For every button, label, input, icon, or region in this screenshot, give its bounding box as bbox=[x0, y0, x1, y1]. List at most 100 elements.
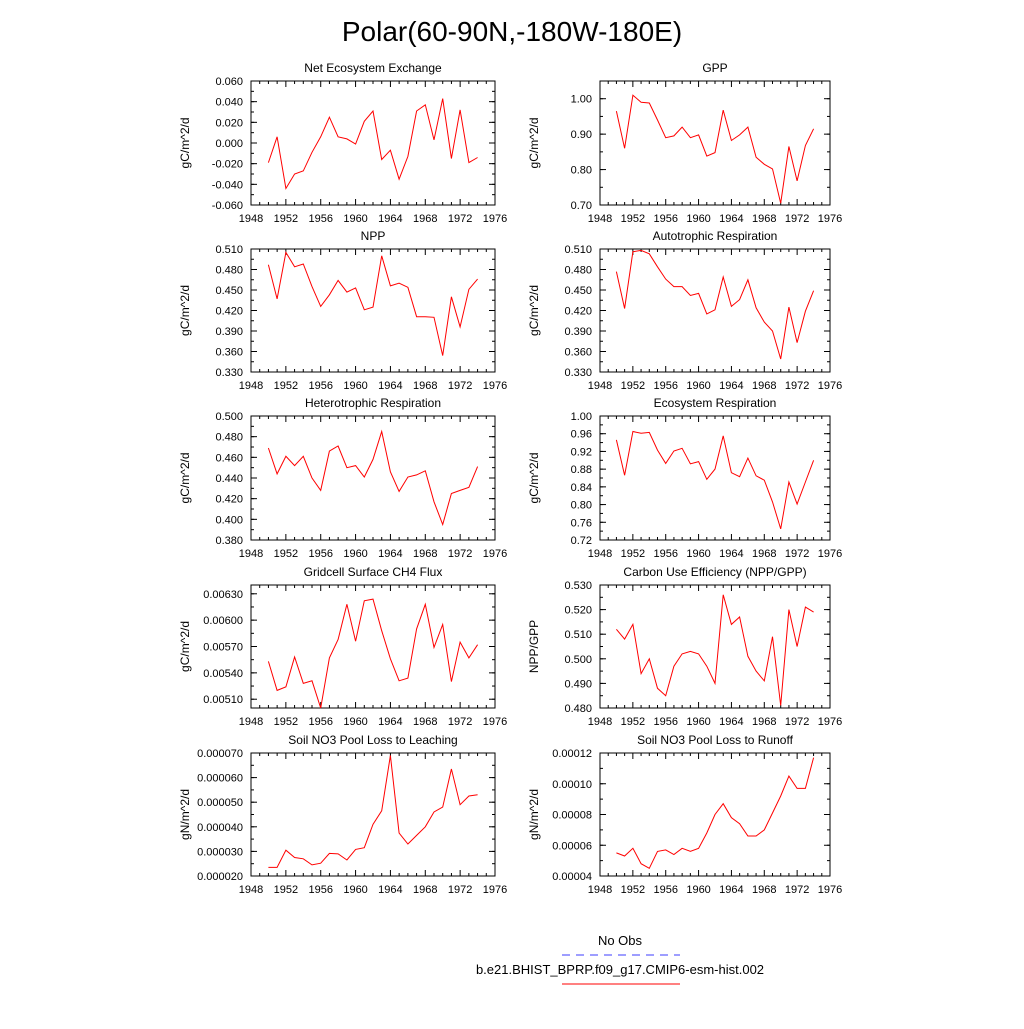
series-line bbox=[616, 594, 814, 706]
data-point bbox=[616, 629, 617, 630]
data-point bbox=[780, 528, 781, 529]
data-point bbox=[425, 826, 426, 827]
x-tick-label: 1952 bbox=[621, 213, 645, 225]
y-axis-label: gC/m^2/d bbox=[527, 453, 541, 504]
x-tick-label: 1956 bbox=[308, 548, 332, 560]
data-point bbox=[797, 342, 798, 343]
data-point bbox=[731, 140, 732, 141]
y-tick-label: 0.510 bbox=[215, 244, 243, 256]
y-axis-label: gC/m^2/d bbox=[178, 118, 192, 169]
data-point bbox=[747, 835, 748, 836]
panel-title: Carbon Use Efficiency (NPP/GPP) bbox=[623, 565, 806, 579]
x-tick-label: 1968 bbox=[752, 884, 776, 896]
y-tick-label: 0.480 bbox=[215, 265, 243, 277]
y-tick-label: 0.360 bbox=[215, 347, 243, 359]
data-point bbox=[813, 128, 814, 129]
data-point bbox=[372, 306, 373, 307]
y-tick-label: 0.00540 bbox=[203, 668, 243, 680]
plot-frame bbox=[599, 80, 831, 206]
data-point bbox=[355, 641, 356, 642]
x-tick-label: 1972 bbox=[785, 548, 809, 560]
data-point bbox=[425, 470, 426, 471]
x-tick-label: 1952 bbox=[274, 884, 298, 896]
series-line bbox=[268, 755, 478, 868]
data-point bbox=[649, 432, 650, 433]
data-point bbox=[764, 480, 765, 481]
data-point bbox=[682, 286, 683, 287]
data-point bbox=[714, 683, 715, 684]
data-point bbox=[673, 666, 674, 667]
data-point bbox=[755, 307, 756, 308]
x-tick-label: 1964 bbox=[719, 380, 743, 392]
y-tick-label: 0.00010 bbox=[552, 779, 592, 791]
x-tick-label: 1952 bbox=[621, 548, 645, 560]
y-tick-label: 0.390 bbox=[215, 326, 243, 338]
x-tick-label: 1964 bbox=[378, 380, 402, 392]
x-tick-label: 1968 bbox=[413, 716, 437, 728]
data-point bbox=[805, 311, 806, 312]
figure-title: Polar(60-90N,-180W-180E) bbox=[342, 16, 682, 47]
data-point bbox=[311, 864, 312, 865]
data-point bbox=[407, 156, 408, 157]
data-point bbox=[364, 600, 365, 601]
data-point bbox=[682, 126, 683, 127]
y-tick-label: 0.92 bbox=[571, 446, 592, 458]
data-point bbox=[805, 607, 806, 608]
y-tick-label: 0.00012 bbox=[552, 748, 592, 760]
x-tick-label: 1972 bbox=[785, 884, 809, 896]
data-point bbox=[673, 450, 674, 451]
y-tick-label: 0.00510 bbox=[203, 694, 243, 706]
data-point bbox=[303, 456, 304, 457]
y-axis-label: NPP/GPP bbox=[527, 620, 541, 673]
x-tick-label: 1972 bbox=[448, 380, 472, 392]
legend: No Obs b.e21.BHIST_BPRP.f09_g17.CMIP6-es… bbox=[476, 933, 764, 985]
data-point bbox=[640, 250, 641, 251]
data-point bbox=[355, 849, 356, 850]
data-point bbox=[780, 358, 781, 359]
data-point bbox=[285, 252, 286, 253]
y-tick-label: 0.00630 bbox=[203, 589, 243, 601]
data-point bbox=[268, 867, 269, 868]
data-point bbox=[698, 848, 699, 849]
data-point bbox=[442, 807, 443, 808]
panel-0: Net Ecosystem Exchange gC/m^2/d 1948 1952 19… bbox=[178, 61, 507, 225]
panel-4: Heterotrophic Respiration gC/m^2/d 1948 195… bbox=[178, 396, 507, 560]
data-point bbox=[665, 278, 666, 279]
data-point bbox=[338, 639, 339, 640]
data-point bbox=[329, 451, 330, 452]
data-point bbox=[364, 309, 365, 310]
x-tick-label: 1960 bbox=[343, 213, 367, 225]
y-tick-label: 0.450 bbox=[564, 285, 592, 297]
x-tick-label: 1964 bbox=[719, 213, 743, 225]
y-axis-label: gN/m^2/d bbox=[178, 789, 192, 840]
y-tick-label: 0.400 bbox=[215, 514, 243, 526]
x-tick-label: 1956 bbox=[653, 213, 677, 225]
data-point bbox=[690, 295, 691, 296]
data-point bbox=[764, 164, 765, 165]
y-tick-label: -0.020 bbox=[212, 159, 243, 171]
x-tick-label: 1956 bbox=[308, 380, 332, 392]
data-point bbox=[320, 707, 321, 708]
data-point bbox=[433, 647, 434, 648]
data-point bbox=[407, 843, 408, 844]
x-tick-label: 1956 bbox=[308, 716, 332, 728]
x-tick-label: 1960 bbox=[686, 213, 710, 225]
data-point bbox=[372, 824, 373, 825]
x-tick-label: 1948 bbox=[588, 213, 612, 225]
data-point bbox=[416, 316, 417, 317]
y-tick-label: 0.80 bbox=[571, 500, 592, 512]
data-point bbox=[468, 795, 469, 796]
y-tick-label: 0.330 bbox=[215, 367, 243, 379]
y-tick-label: 0.520 bbox=[564, 605, 592, 617]
data-point bbox=[329, 657, 330, 658]
x-tick-label: 1952 bbox=[274, 548, 298, 560]
data-point bbox=[390, 755, 391, 756]
y-tick-label: 0.460 bbox=[215, 452, 243, 464]
plot-frame bbox=[250, 584, 496, 709]
data-point bbox=[640, 863, 641, 864]
data-point bbox=[433, 139, 434, 140]
data-point bbox=[381, 630, 382, 631]
data-point bbox=[451, 493, 452, 494]
data-point bbox=[624, 148, 625, 149]
